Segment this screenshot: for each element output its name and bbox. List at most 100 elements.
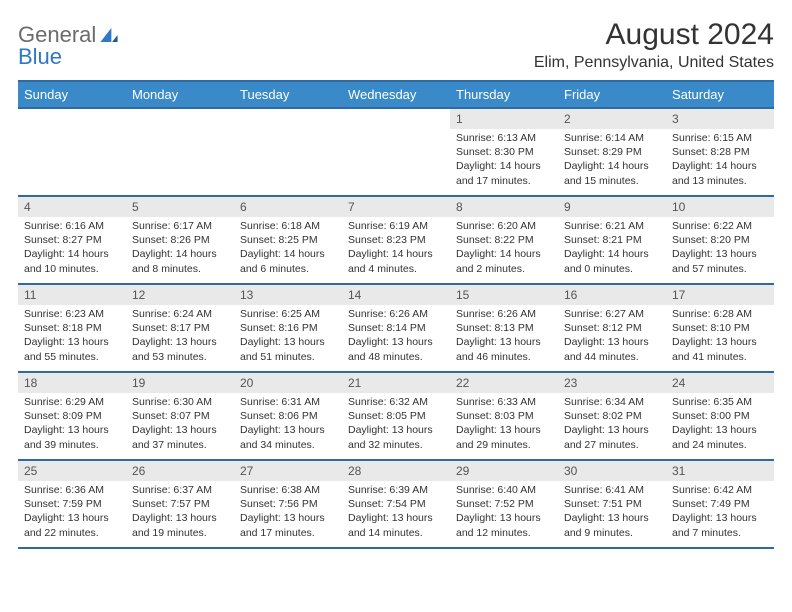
weekday-header: Tuesday [234,81,342,108]
calendar-day-cell: 16Sunrise: 6:27 AMSunset: 8:12 PMDayligh… [558,284,666,372]
logo-text-blue: Blue [18,44,62,69]
calendar-day-cell: 11Sunrise: 6:23 AMSunset: 8:18 PMDayligh… [18,284,126,372]
calendar-day-cell: 15Sunrise: 6:26 AMSunset: 8:13 PMDayligh… [450,284,558,372]
calendar-day-cell: 30Sunrise: 6:41 AMSunset: 7:51 PMDayligh… [558,460,666,548]
day-number: 16 [558,285,666,305]
day-number: 20 [234,373,342,393]
day-number: 1 [450,109,558,129]
day-number: 29 [450,461,558,481]
day-number: 12 [126,285,234,305]
calendar-day-cell: 2Sunrise: 6:14 AMSunset: 8:29 PMDaylight… [558,108,666,196]
calendar-day-cell: 13Sunrise: 6:25 AMSunset: 8:16 PMDayligh… [234,284,342,372]
day-detail: Sunrise: 6:35 AMSunset: 8:00 PMDaylight:… [666,393,774,456]
day-number: 2 [558,109,666,129]
day-detail: Sunrise: 6:37 AMSunset: 7:57 PMDaylight:… [126,481,234,544]
day-number: 22 [450,373,558,393]
calendar-day-cell: 24Sunrise: 6:35 AMSunset: 8:00 PMDayligh… [666,372,774,460]
calendar-week-row: 4Sunrise: 6:16 AMSunset: 8:27 PMDaylight… [18,196,774,284]
calendar-day-cell: 5Sunrise: 6:17 AMSunset: 8:26 PMDaylight… [126,196,234,284]
calendar-day-cell: 1Sunrise: 6:13 AMSunset: 8:30 PMDaylight… [450,108,558,196]
title-block: August 2024 Elim, Pennsylvania, United S… [534,18,774,72]
calendar-week-row: 25Sunrise: 6:36 AMSunset: 7:59 PMDayligh… [18,460,774,548]
calendar-day-cell: 26Sunrise: 6:37 AMSunset: 7:57 PMDayligh… [126,460,234,548]
day-detail: Sunrise: 6:16 AMSunset: 8:27 PMDaylight:… [18,217,126,280]
day-number: 19 [126,373,234,393]
day-detail: Sunrise: 6:17 AMSunset: 8:26 PMDaylight:… [126,217,234,280]
logo: GeneralBlue [18,18,119,68]
calendar-day-cell: 7Sunrise: 6:19 AMSunset: 8:23 PMDaylight… [342,196,450,284]
day-detail: Sunrise: 6:14 AMSunset: 8:29 PMDaylight:… [558,129,666,192]
day-number: 10 [666,197,774,217]
calendar-table: SundayMondayTuesdayWednesdayThursdayFrid… [18,80,774,549]
location: Elim, Pennsylvania, United States [534,54,774,72]
calendar-day-cell: 29Sunrise: 6:40 AMSunset: 7:52 PMDayligh… [450,460,558,548]
day-number: 6 [234,197,342,217]
calendar-day-cell [234,108,342,196]
weekday-header: Saturday [666,81,774,108]
day-detail: Sunrise: 6:13 AMSunset: 8:30 PMDaylight:… [450,129,558,192]
day-number: 21 [342,373,450,393]
calendar-day-cell [18,108,126,196]
calendar-day-cell: 9Sunrise: 6:21 AMSunset: 8:21 PMDaylight… [558,196,666,284]
day-number: 23 [558,373,666,393]
weekday-header: Wednesday [342,81,450,108]
day-number: 5 [126,197,234,217]
day-detail: Sunrise: 6:25 AMSunset: 8:16 PMDaylight:… [234,305,342,368]
logo-sail-icon [99,24,119,46]
calendar-week-row: 18Sunrise: 6:29 AMSunset: 8:09 PMDayligh… [18,372,774,460]
day-number: 26 [126,461,234,481]
day-detail: Sunrise: 6:39 AMSunset: 7:54 PMDaylight:… [342,481,450,544]
day-number: 17 [666,285,774,305]
calendar-day-cell [342,108,450,196]
calendar-day-cell: 4Sunrise: 6:16 AMSunset: 8:27 PMDaylight… [18,196,126,284]
day-detail: Sunrise: 6:20 AMSunset: 8:22 PMDaylight:… [450,217,558,280]
calendar-day-cell: 31Sunrise: 6:42 AMSunset: 7:49 PMDayligh… [666,460,774,548]
day-detail: Sunrise: 6:31 AMSunset: 8:06 PMDaylight:… [234,393,342,456]
calendar-day-cell: 10Sunrise: 6:22 AMSunset: 8:20 PMDayligh… [666,196,774,284]
day-detail: Sunrise: 6:18 AMSunset: 8:25 PMDaylight:… [234,217,342,280]
calendar-week-row: 11Sunrise: 6:23 AMSunset: 8:18 PMDayligh… [18,284,774,372]
calendar-day-cell: 22Sunrise: 6:33 AMSunset: 8:03 PMDayligh… [450,372,558,460]
calendar-day-cell: 17Sunrise: 6:28 AMSunset: 8:10 PMDayligh… [666,284,774,372]
day-number: 13 [234,285,342,305]
day-number: 4 [18,197,126,217]
day-detail: Sunrise: 6:24 AMSunset: 8:17 PMDaylight:… [126,305,234,368]
calendar-day-cell: 6Sunrise: 6:18 AMSunset: 8:25 PMDaylight… [234,196,342,284]
day-detail: Sunrise: 6:40 AMSunset: 7:52 PMDaylight:… [450,481,558,544]
day-number: 25 [18,461,126,481]
calendar-day-cell: 12Sunrise: 6:24 AMSunset: 8:17 PMDayligh… [126,284,234,372]
day-number: 8 [450,197,558,217]
day-detail: Sunrise: 6:26 AMSunset: 8:14 PMDaylight:… [342,305,450,368]
month-title: August 2024 [534,18,774,52]
day-number: 9 [558,197,666,217]
calendar-day-cell [126,108,234,196]
header: GeneralBlue August 2024 Elim, Pennsylvan… [18,18,774,72]
calendar-day-cell: 19Sunrise: 6:30 AMSunset: 8:07 PMDayligh… [126,372,234,460]
day-detail: Sunrise: 6:33 AMSunset: 8:03 PMDaylight:… [450,393,558,456]
calendar-week-row: 1Sunrise: 6:13 AMSunset: 8:30 PMDaylight… [18,108,774,196]
day-detail: Sunrise: 6:38 AMSunset: 7:56 PMDaylight:… [234,481,342,544]
day-detail: Sunrise: 6:26 AMSunset: 8:13 PMDaylight:… [450,305,558,368]
calendar-day-cell: 25Sunrise: 6:36 AMSunset: 7:59 PMDayligh… [18,460,126,548]
day-detail: Sunrise: 6:19 AMSunset: 8:23 PMDaylight:… [342,217,450,280]
day-detail: Sunrise: 6:21 AMSunset: 8:21 PMDaylight:… [558,217,666,280]
day-number: 28 [342,461,450,481]
calendar-body: 1Sunrise: 6:13 AMSunset: 8:30 PMDaylight… [18,108,774,548]
day-number: 14 [342,285,450,305]
calendar-day-cell: 23Sunrise: 6:34 AMSunset: 8:02 PMDayligh… [558,372,666,460]
day-number: 3 [666,109,774,129]
day-number: 18 [18,373,126,393]
calendar-day-cell: 21Sunrise: 6:32 AMSunset: 8:05 PMDayligh… [342,372,450,460]
calendar-day-cell: 28Sunrise: 6:39 AMSunset: 7:54 PMDayligh… [342,460,450,548]
day-number: 15 [450,285,558,305]
weekday-header: Friday [558,81,666,108]
day-number: 31 [666,461,774,481]
weekday-header: Sunday [18,81,126,108]
day-detail: Sunrise: 6:22 AMSunset: 8:20 PMDaylight:… [666,217,774,280]
calendar-day-cell: 18Sunrise: 6:29 AMSunset: 8:09 PMDayligh… [18,372,126,460]
day-number: 30 [558,461,666,481]
weekday-header: Monday [126,81,234,108]
day-detail: Sunrise: 6:36 AMSunset: 7:59 PMDaylight:… [18,481,126,544]
day-number: 27 [234,461,342,481]
day-detail: Sunrise: 6:15 AMSunset: 8:28 PMDaylight:… [666,129,774,192]
